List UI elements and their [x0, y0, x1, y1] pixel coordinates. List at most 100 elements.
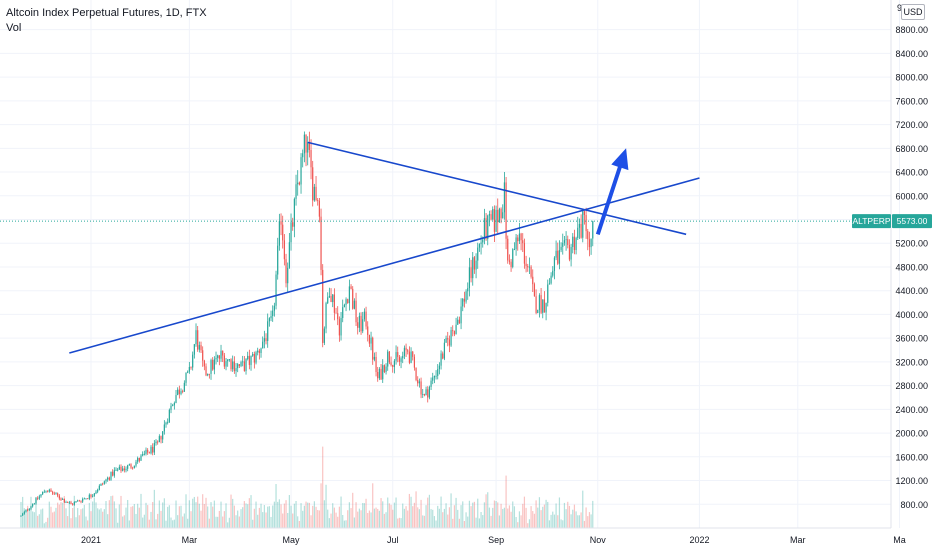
- candle-body: [378, 368, 380, 379]
- candle-body: [48, 489, 50, 492]
- candle-body: [493, 209, 496, 232]
- volume-bar: [345, 520, 347, 528]
- volume-bar: [178, 506, 180, 528]
- volume-bar: [207, 506, 209, 528]
- price-axis[interactable]: 800.00 1200.00 1600.00 2000.00 2400.00 2800.0…: [895, 3, 928, 510]
- candle-body: [267, 321, 269, 341]
- volume-bar: [282, 513, 284, 528]
- volume-bar: [592, 500, 594, 528]
- volume-bar: [213, 500, 215, 528]
- volume-bar: [492, 507, 494, 528]
- candle-body: [248, 355, 250, 365]
- candle-body: [313, 186, 315, 201]
- candle-body: [333, 294, 335, 313]
- volume-bar: [573, 504, 576, 528]
- volume-label[interactable]: Vol: [6, 22, 22, 34]
- candle-body: [422, 394, 424, 395]
- volume-bar: [250, 495, 252, 528]
- candle-body: [533, 284, 536, 297]
- candle-body: [188, 367, 190, 372]
- volume-bar: [242, 507, 244, 528]
- time-axis[interactable]: 2021 Mar May Jul Sep Nov 2022 Mar Ma: [81, 535, 906, 545]
- candle-body: [207, 373, 209, 376]
- candle-body: [342, 307, 344, 318]
- volume-bar: [403, 508, 405, 528]
- candle-body: [562, 242, 564, 247]
- volume-bar: [212, 506, 214, 528]
- volume-bar: [117, 522, 119, 528]
- volume-bar: [430, 509, 432, 528]
- volume-bar: [508, 505, 511, 528]
- volume-bar: [88, 502, 90, 528]
- candle-body: [443, 342, 446, 359]
- candle-body: [592, 221, 594, 239]
- volume-bar: [362, 502, 364, 528]
- candle-body: [92, 495, 94, 497]
- candle-body: [295, 184, 297, 199]
- candle-body: [310, 149, 312, 168]
- volume-bar: [225, 503, 227, 528]
- volume-bar: [307, 502, 309, 528]
- candle-body: [87, 498, 89, 500]
- candle-body: [553, 257, 556, 271]
- candle-body: [57, 493, 59, 496]
- volume-bar: [417, 507, 419, 528]
- candle-body: [343, 304, 345, 308]
- volume-bar: [22, 496, 24, 528]
- volume-bar: [285, 500, 287, 528]
- volume-bar: [50, 506, 52, 528]
- candle-body: [518, 233, 521, 242]
- candle-body: [133, 465, 135, 468]
- candle-body: [128, 464, 130, 466]
- candle-body: [483, 218, 486, 240]
- candle-body: [438, 365, 441, 370]
- volume-bar: [402, 503, 404, 528]
- volume-bar: [350, 508, 352, 528]
- candle-body: [290, 222, 292, 243]
- volume-bar: [98, 509, 100, 528]
- candle-body: [163, 424, 165, 432]
- candle-body: [123, 468, 125, 471]
- currency-button[interactable]: USD: [901, 4, 925, 20]
- candle-body: [408, 351, 410, 363]
- candle-body: [282, 224, 284, 241]
- volume-bar: [130, 506, 132, 528]
- drawings[interactable]: [69, 141, 700, 354]
- volume-bar: [195, 502, 197, 528]
- y-tick-label: 1200.00: [895, 476, 928, 486]
- candle-body: [540, 295, 542, 313]
- candle-body: [72, 503, 74, 505]
- candle-body: [115, 469, 117, 471]
- volume-bar: [75, 517, 77, 528]
- volume-bar: [167, 506, 169, 528]
- candle-body: [262, 341, 264, 349]
- candle-body: [148, 452, 150, 454]
- volume-bar: [527, 523, 529, 528]
- candle-body: [152, 446, 154, 453]
- candle-body: [252, 354, 254, 356]
- candle-body: [255, 352, 257, 363]
- candle-body: [480, 242, 482, 245]
- volume-bar: [590, 514, 592, 528]
- candle-body: [363, 311, 365, 320]
- y-tick-label: 800.00: [900, 500, 928, 510]
- candle-body: [412, 351, 414, 357]
- volume-bar: [533, 513, 536, 528]
- volume-bar: [230, 494, 232, 528]
- candle-body: [390, 362, 392, 366]
- volume-bar: [458, 518, 461, 528]
- volume-bar: [73, 495, 75, 528]
- candle-body: [420, 381, 422, 395]
- candle-body: [355, 300, 357, 323]
- candle-body: [33, 503, 35, 505]
- candle-body: [225, 361, 227, 367]
- volume-bar: [488, 507, 491, 528]
- volume-bar: [567, 501, 569, 528]
- volume-bar: [173, 519, 175, 528]
- volume-bar: [232, 498, 234, 528]
- symbol-title[interactable]: Altcoin Index Perpetual Futures, 1D, FTX: [6, 7, 207, 19]
- volume-bar: [372, 483, 374, 528]
- volume-bar: [355, 502, 357, 528]
